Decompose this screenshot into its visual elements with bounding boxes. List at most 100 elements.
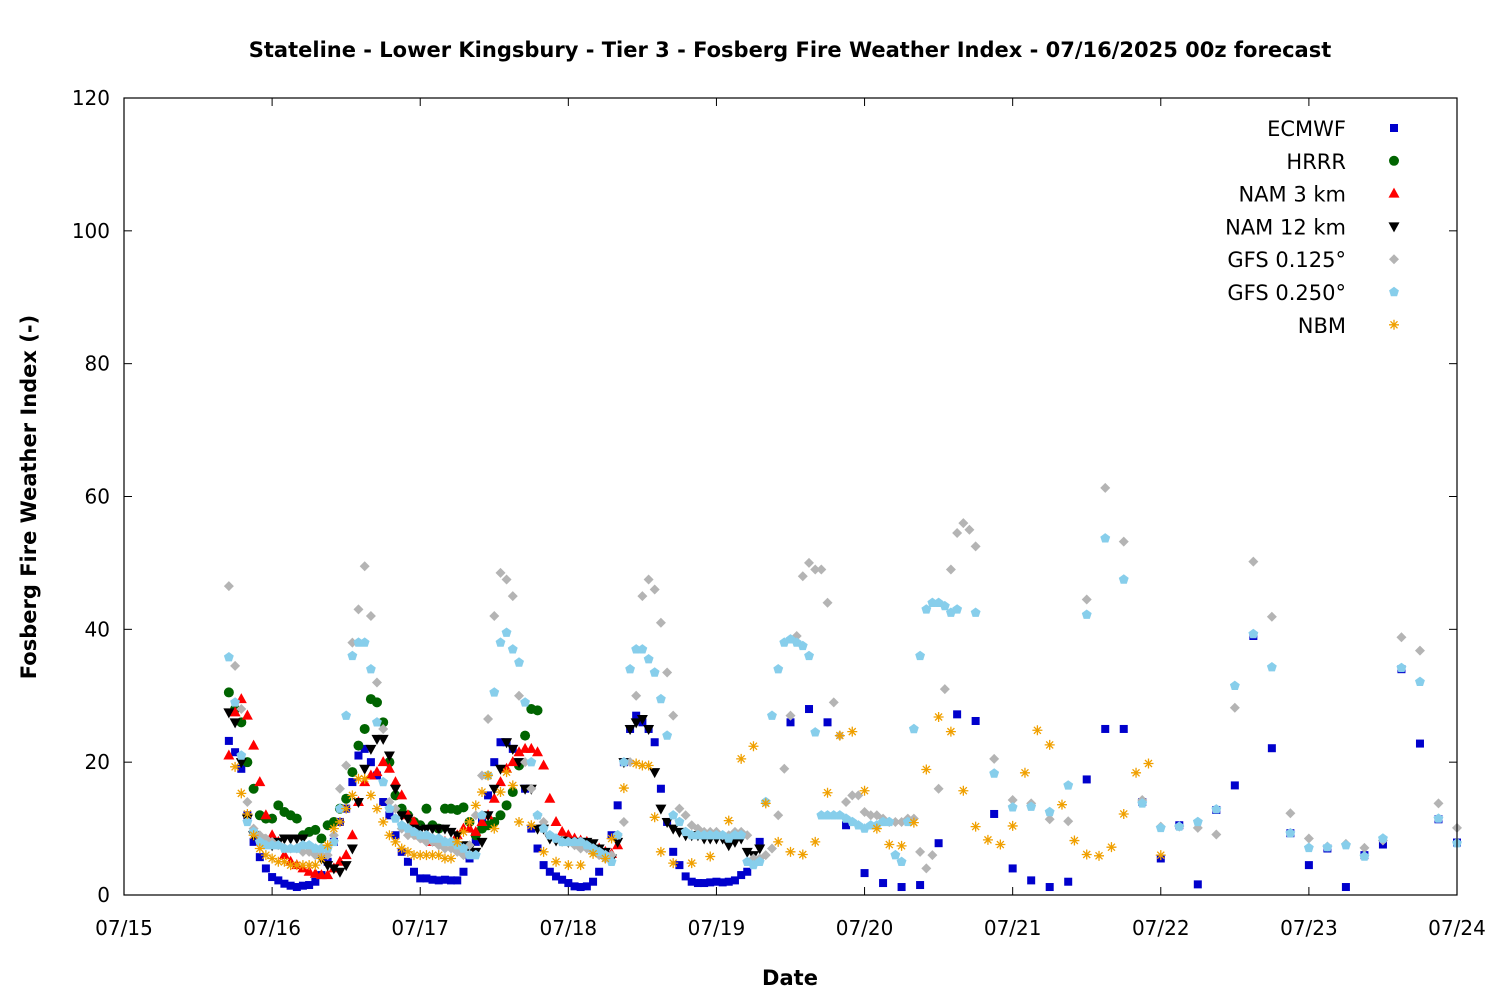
data-point [632,711,641,720]
data-point [223,708,235,719]
data-point [445,827,457,838]
data-point [507,591,518,602]
data-point [359,561,370,572]
data-point [316,853,327,864]
data-point [235,758,247,769]
data-point [631,690,642,701]
data-point [488,784,500,795]
data-point [483,713,494,724]
data-point [1266,611,1277,622]
data-point [1118,574,1129,584]
y-tick-label: 40 [85,617,110,641]
data-point [551,856,562,867]
data-point [669,847,678,856]
y-tick-label: 60 [85,485,110,509]
data-point [1064,877,1073,886]
data-point [754,844,766,855]
data-point [249,837,258,846]
data-point [532,810,543,820]
data-point [952,604,963,614]
data-point [495,787,506,798]
legend-label: ECMWF [1267,117,1346,141]
y-tick-label: 100 [72,219,110,243]
series-gfs-0-250- [223,533,1462,870]
legend-label: GFS 0.250° [1227,281,1346,305]
data-point [618,757,629,767]
data-point [1143,758,1154,769]
data-point [558,875,567,884]
data-point [637,591,648,602]
x-tick-label: 07/20 [836,916,894,940]
data-point [754,856,765,866]
data-point [538,823,549,833]
data-point [236,750,247,760]
data-point [643,574,654,585]
data-point [748,741,759,752]
data-point [439,824,451,835]
data-point [453,876,462,885]
data-point [365,744,377,755]
data-point [223,749,235,760]
data-point [1396,662,1407,673]
y-tick-label: 80 [85,352,110,376]
data-point [600,853,611,864]
y-tick-label: 20 [85,750,110,774]
data-point [341,710,352,720]
data-point [415,850,426,861]
data-point [447,876,456,885]
data-point [409,850,420,861]
data-point [675,861,684,870]
data-point [489,823,500,834]
data-point [1211,804,1222,814]
data-point [440,875,449,884]
data-point [223,687,234,698]
data-point [359,723,370,734]
data-point [668,858,679,869]
data-point [970,607,981,617]
data-point [267,853,278,864]
data-point [377,756,389,767]
data-point [292,883,301,892]
legend-marker [1389,286,1399,297]
data-point [1137,798,1148,808]
data-point [372,717,382,727]
data-point [564,879,573,888]
data-point [902,816,913,827]
data-point [550,815,562,826]
legend-label: GFS 0.125° [1227,248,1346,272]
data-point [1008,864,1017,873]
data-point [507,644,518,654]
data-point [495,567,506,578]
data-point [1414,645,1425,656]
data-point [736,830,747,840]
data-point [1341,883,1350,892]
data-point [743,867,752,876]
data-point [667,824,679,835]
data-point [340,849,352,860]
data-point [483,770,494,781]
data-point [248,739,260,750]
data-point [274,876,283,885]
data-point [847,790,858,801]
x-tick-label: 07/22 [1132,916,1190,940]
data-point [952,528,963,539]
data-point [655,804,667,815]
data-point [310,824,321,835]
data-point [1007,802,1018,812]
data-point [273,800,284,811]
data-point [458,802,469,813]
data-point [384,830,395,841]
legend-marker [1390,124,1398,132]
data-point [278,849,290,860]
data-point [570,882,579,891]
data-point [915,846,926,857]
data-point [316,833,327,844]
data-point [1211,829,1222,840]
data-point [255,853,264,862]
data-point [298,881,307,890]
data-point [1044,814,1055,825]
x-axis-ticks: 07/15 07/16 07/17 07/18 07/19 07/20 07/21 07/22… [95,98,1486,940]
data-point [297,860,308,871]
data-point [1044,806,1055,817]
data-point [1045,883,1054,892]
